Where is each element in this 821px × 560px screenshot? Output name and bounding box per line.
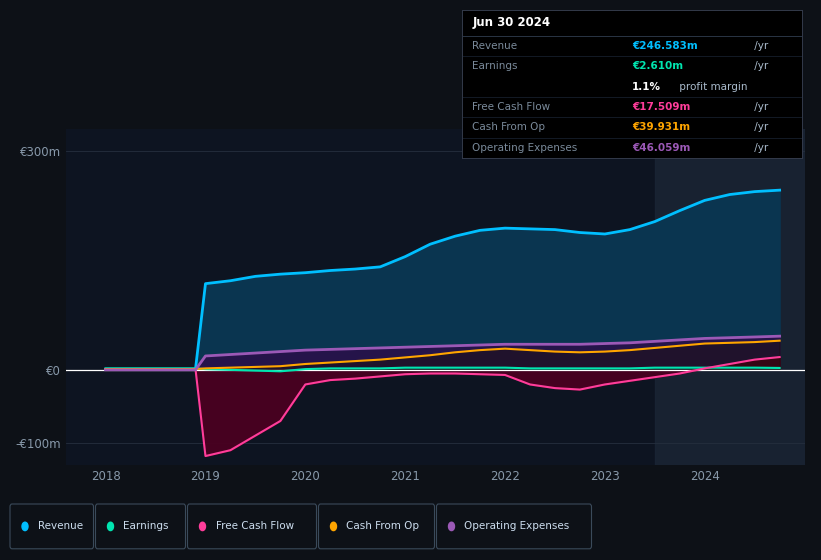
FancyBboxPatch shape — [10, 504, 94, 549]
Text: Operating Expenses: Operating Expenses — [465, 521, 570, 531]
Text: 1.1%: 1.1% — [632, 82, 661, 92]
Text: Earnings: Earnings — [472, 62, 518, 72]
Text: €46.059m: €46.059m — [632, 143, 690, 153]
Circle shape — [448, 522, 455, 531]
Text: /yr: /yr — [751, 102, 768, 112]
Text: Free Cash Flow: Free Cash Flow — [215, 521, 294, 531]
Text: /yr: /yr — [751, 123, 768, 133]
Circle shape — [200, 522, 205, 531]
Text: /yr: /yr — [751, 62, 768, 72]
Text: /yr: /yr — [751, 41, 768, 51]
Bar — [655, 129, 805, 465]
Text: Operating Expenses: Operating Expenses — [472, 143, 577, 153]
Text: €39.931m: €39.931m — [632, 123, 690, 133]
Text: Jun 30 2024: Jun 30 2024 — [472, 16, 550, 30]
Text: Earnings: Earnings — [123, 521, 169, 531]
Circle shape — [108, 522, 113, 531]
FancyBboxPatch shape — [95, 504, 186, 549]
Text: €246.583m: €246.583m — [632, 41, 698, 51]
FancyBboxPatch shape — [187, 504, 317, 549]
Text: Revenue: Revenue — [38, 521, 83, 531]
Text: Free Cash Flow: Free Cash Flow — [472, 102, 550, 112]
Text: profit margin: profit margin — [677, 82, 748, 92]
Text: Revenue: Revenue — [472, 41, 517, 51]
FancyBboxPatch shape — [437, 504, 591, 549]
Text: €17.509m: €17.509m — [632, 102, 690, 112]
Text: Cash From Op: Cash From Op — [346, 521, 420, 531]
Text: Cash From Op: Cash From Op — [472, 123, 545, 133]
Text: €2.610m: €2.610m — [632, 62, 683, 72]
Circle shape — [22, 522, 28, 531]
Circle shape — [331, 522, 337, 531]
Text: /yr: /yr — [751, 143, 768, 153]
FancyBboxPatch shape — [319, 504, 434, 549]
